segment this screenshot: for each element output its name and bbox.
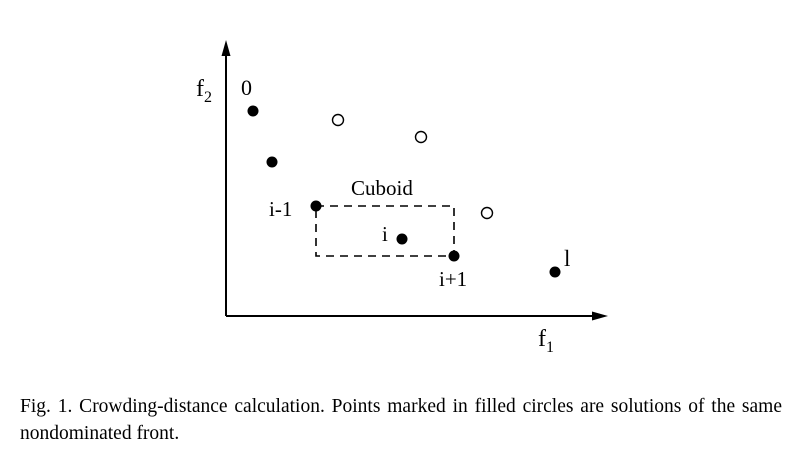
x-axis-label-subscript: 1	[546, 339, 554, 356]
cuboid-box	[315, 205, 455, 257]
y-axis-label: f2	[196, 76, 212, 106]
cuboid-label: Cuboid	[351, 176, 413, 200]
filled-point	[310, 200, 322, 212]
point-label-i: i	[382, 222, 388, 246]
filled-point	[266, 156, 278, 168]
point-label-l: l	[564, 246, 570, 271]
crowding-distance-figure: f2 f1 Cuboid 0 i-1 i i+1 l	[196, 40, 608, 356]
point-label-i-plus-1: i+1	[439, 267, 467, 291]
open-point	[331, 113, 345, 127]
x-axis-label: f1	[538, 326, 554, 356]
x-axis-arrowhead	[592, 311, 608, 321]
filled-point	[247, 105, 259, 117]
y-axis-arrowhead	[221, 40, 231, 56]
figure-caption: Fig. 1. Crowding-distance calculation. P…	[20, 396, 782, 444]
filled-point	[448, 250, 460, 262]
open-point	[480, 206, 494, 220]
open-point	[414, 130, 428, 144]
filled-point	[396, 233, 408, 245]
point-label-0: 0	[241, 75, 252, 100]
y-axis-label-subscript: 2	[204, 89, 212, 106]
point-label-i-minus-1: i-1	[269, 197, 292, 221]
filled-point	[549, 266, 561, 278]
